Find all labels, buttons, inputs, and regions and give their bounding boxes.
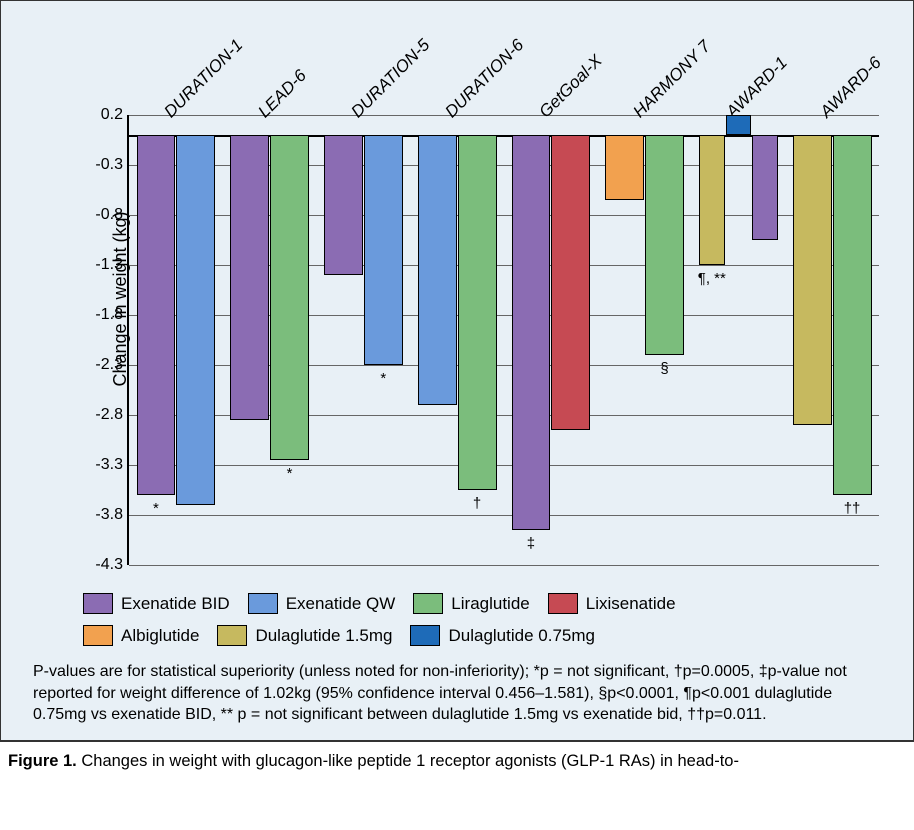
ytick-label: -4.3	[83, 556, 123, 574]
group-label: HARMONY 7	[629, 37, 714, 122]
ytick-label: -2.8	[83, 406, 123, 424]
legend-row: Albiglutide Dulaglutide 1.5mg Dulaglutide …	[83, 625, 885, 651]
legend-label: Lixisenatide	[586, 594, 676, 614]
legend-item: Dulaglutide 1.5mg	[217, 625, 392, 646]
ytick-label: -0.3	[83, 156, 123, 174]
bar	[364, 135, 403, 365]
legend-item: Exenatide QW	[248, 593, 396, 614]
legend-row: Exenatide BID Exenatide QW Liraglutide Lixi…	[83, 593, 885, 619]
group: HARMONY 7§	[598, 115, 692, 565]
legend-item: Liraglutide	[413, 593, 529, 614]
bar	[137, 135, 176, 495]
bar-annotation: *	[380, 370, 386, 387]
legend-label: Dulaglutide 0.75mg	[448, 626, 594, 646]
bar	[645, 135, 684, 355]
bar	[551, 135, 590, 430]
bar	[793, 135, 832, 425]
bar	[605, 135, 644, 200]
group-label: AWARD-6	[817, 53, 886, 122]
legend-swatch	[410, 625, 440, 646]
bar	[833, 135, 872, 495]
group: GetGoal-X‡	[504, 115, 598, 565]
caption-text: Changes in weight with glucagon-like pep…	[77, 752, 739, 770]
bar	[512, 135, 551, 530]
legend-item: Lixisenatide	[548, 593, 676, 614]
gridline	[129, 565, 879, 566]
ytick-label: -0.8	[83, 206, 123, 224]
legend: Exenatide BID Exenatide QW Liraglutide Lixi…	[83, 593, 885, 651]
legend-swatch	[548, 593, 578, 614]
group: DURATION-1*	[129, 115, 223, 565]
legend-item: Dulaglutide 0.75mg	[410, 625, 594, 646]
ytick-label: 0.2	[83, 106, 123, 124]
bar	[324, 135, 363, 275]
group: DURATION-6†	[410, 115, 504, 565]
group-label: GetGoal-X	[535, 51, 606, 122]
legend-item: Exenatide BID	[83, 593, 230, 614]
group: DURATION-5*	[317, 115, 411, 565]
chart-area: Change in weight (kg) 0.2-0.3-0.8-1.3-1.…	[83, 19, 879, 579]
bar-annotation: ††	[844, 500, 861, 517]
group-label: AWARD-1	[723, 53, 792, 122]
group-label: DURATION-5	[348, 35, 435, 122]
bar-annotation: ¶, **	[698, 270, 726, 287]
bar-annotation: *	[153, 500, 159, 517]
legend-swatch	[83, 625, 113, 646]
group: LEAD-6*	[223, 115, 317, 565]
ytick-label: -1.3	[83, 256, 123, 274]
figure-caption: Figure 1. Changes in weight with glucago…	[0, 741, 914, 771]
figure-panel: Change in weight (kg) 0.2-0.3-0.8-1.3-1.…	[0, 0, 914, 741]
group: AWARD-1¶, **	[692, 115, 786, 565]
legend-label: Liraglutide	[451, 594, 529, 614]
bar-annotation: *	[287, 465, 293, 482]
bar	[230, 135, 269, 420]
bar	[458, 135, 497, 490]
bar-annotation: §	[660, 360, 668, 377]
legend-label: Dulaglutide 1.5mg	[255, 626, 392, 646]
bar	[176, 135, 215, 505]
caption-bold: Figure 1.	[8, 752, 77, 770]
legend-label: Exenatide BID	[121, 594, 230, 614]
ytick-label: -3.8	[83, 506, 123, 524]
legend-label: Albiglutide	[121, 626, 199, 646]
group-label: DURATION-1	[160, 35, 247, 122]
ytick-label: -3.3	[83, 456, 123, 474]
ytick-label: -2.3	[83, 356, 123, 374]
bar-annotation: †	[473, 495, 481, 512]
group: AWARD-6††	[785, 115, 879, 565]
legend-swatch	[248, 593, 278, 614]
legend-swatch	[217, 625, 247, 646]
ytick-label: -1.8	[83, 306, 123, 324]
legend-label: Exenatide QW	[286, 594, 396, 614]
group-label: DURATION-6	[442, 35, 529, 122]
legend-swatch	[83, 593, 113, 614]
footnote: P-values are for statistical superiority…	[33, 661, 881, 726]
bar-annotation: ‡	[527, 535, 535, 552]
bar	[270, 135, 309, 460]
bar	[699, 135, 725, 265]
legend-item: Albiglutide	[83, 625, 199, 646]
legend-swatch	[413, 593, 443, 614]
bar	[752, 135, 778, 240]
group-label: LEAD-6	[254, 66, 310, 122]
plot: 0.2-0.3-0.8-1.3-1.8-2.3-2.8-3.3-3.8-4.3D…	[127, 115, 879, 565]
bar	[418, 135, 457, 405]
bar	[726, 115, 752, 135]
